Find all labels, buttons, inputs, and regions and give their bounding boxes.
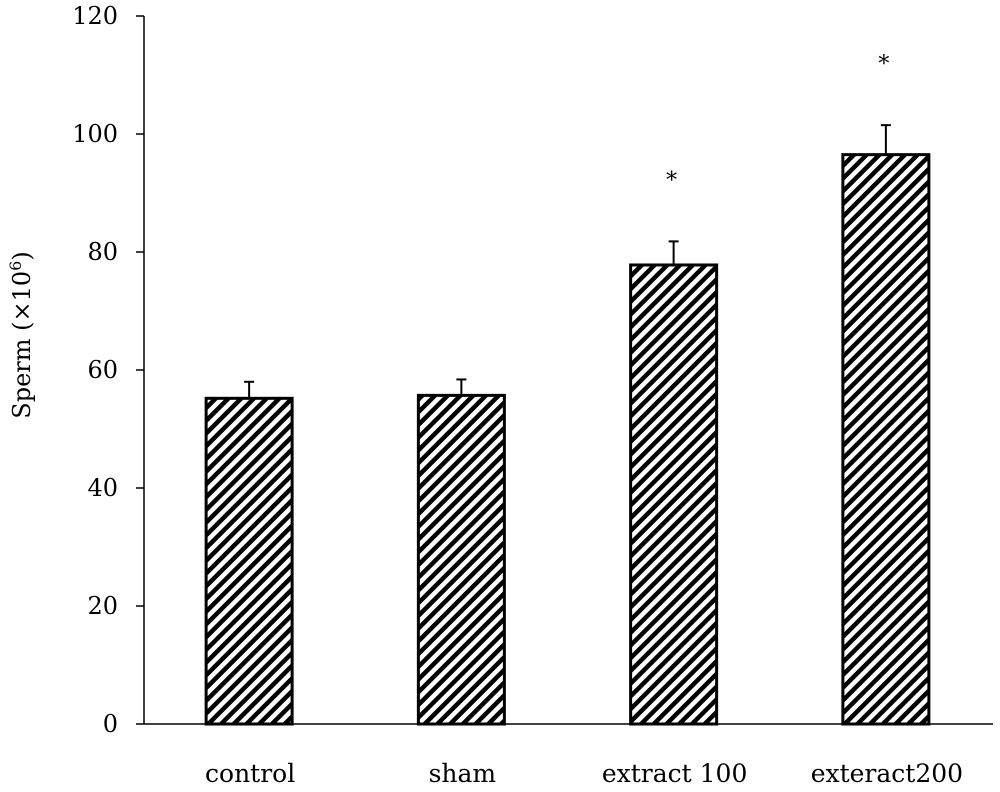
y-tick-label: 100 (72, 120, 118, 148)
error-bars (244, 124, 891, 399)
bar (629, 263, 719, 726)
significance-marks: ** (666, 52, 889, 193)
y-axis-label-main: Sperm (×10 (8, 271, 36, 419)
y-axis-label-suffix: ) (8, 251, 36, 260)
category-label: exteract200 (811, 759, 963, 788)
y-tick-label: 120 (72, 2, 118, 30)
bar (204, 396, 294, 726)
y-tick-label: 0 (103, 710, 118, 738)
y-ticks: 0 20 40 60 80 100 120 (72, 2, 144, 738)
y-tick-label: 60 (87, 356, 118, 384)
significance-mark: * (666, 168, 677, 193)
category-label: sham (429, 759, 497, 788)
category-label: control (205, 759, 295, 788)
y-axis-label: Sperm (×106) (6, 251, 37, 418)
category-labels: control sham extract 100 exteract200 (205, 759, 963, 788)
significance-mark: * (878, 52, 889, 77)
category-label: extract 100 (602, 759, 748, 788)
bar (841, 153, 931, 726)
bar (416, 393, 506, 726)
y-tick-label: 20 (87, 592, 118, 620)
y-tick-label: 80 (87, 238, 118, 266)
y-tick-label: 40 (87, 474, 118, 502)
y-axis-label-superscript: 6 (6, 261, 25, 271)
bars (204, 153, 931, 726)
